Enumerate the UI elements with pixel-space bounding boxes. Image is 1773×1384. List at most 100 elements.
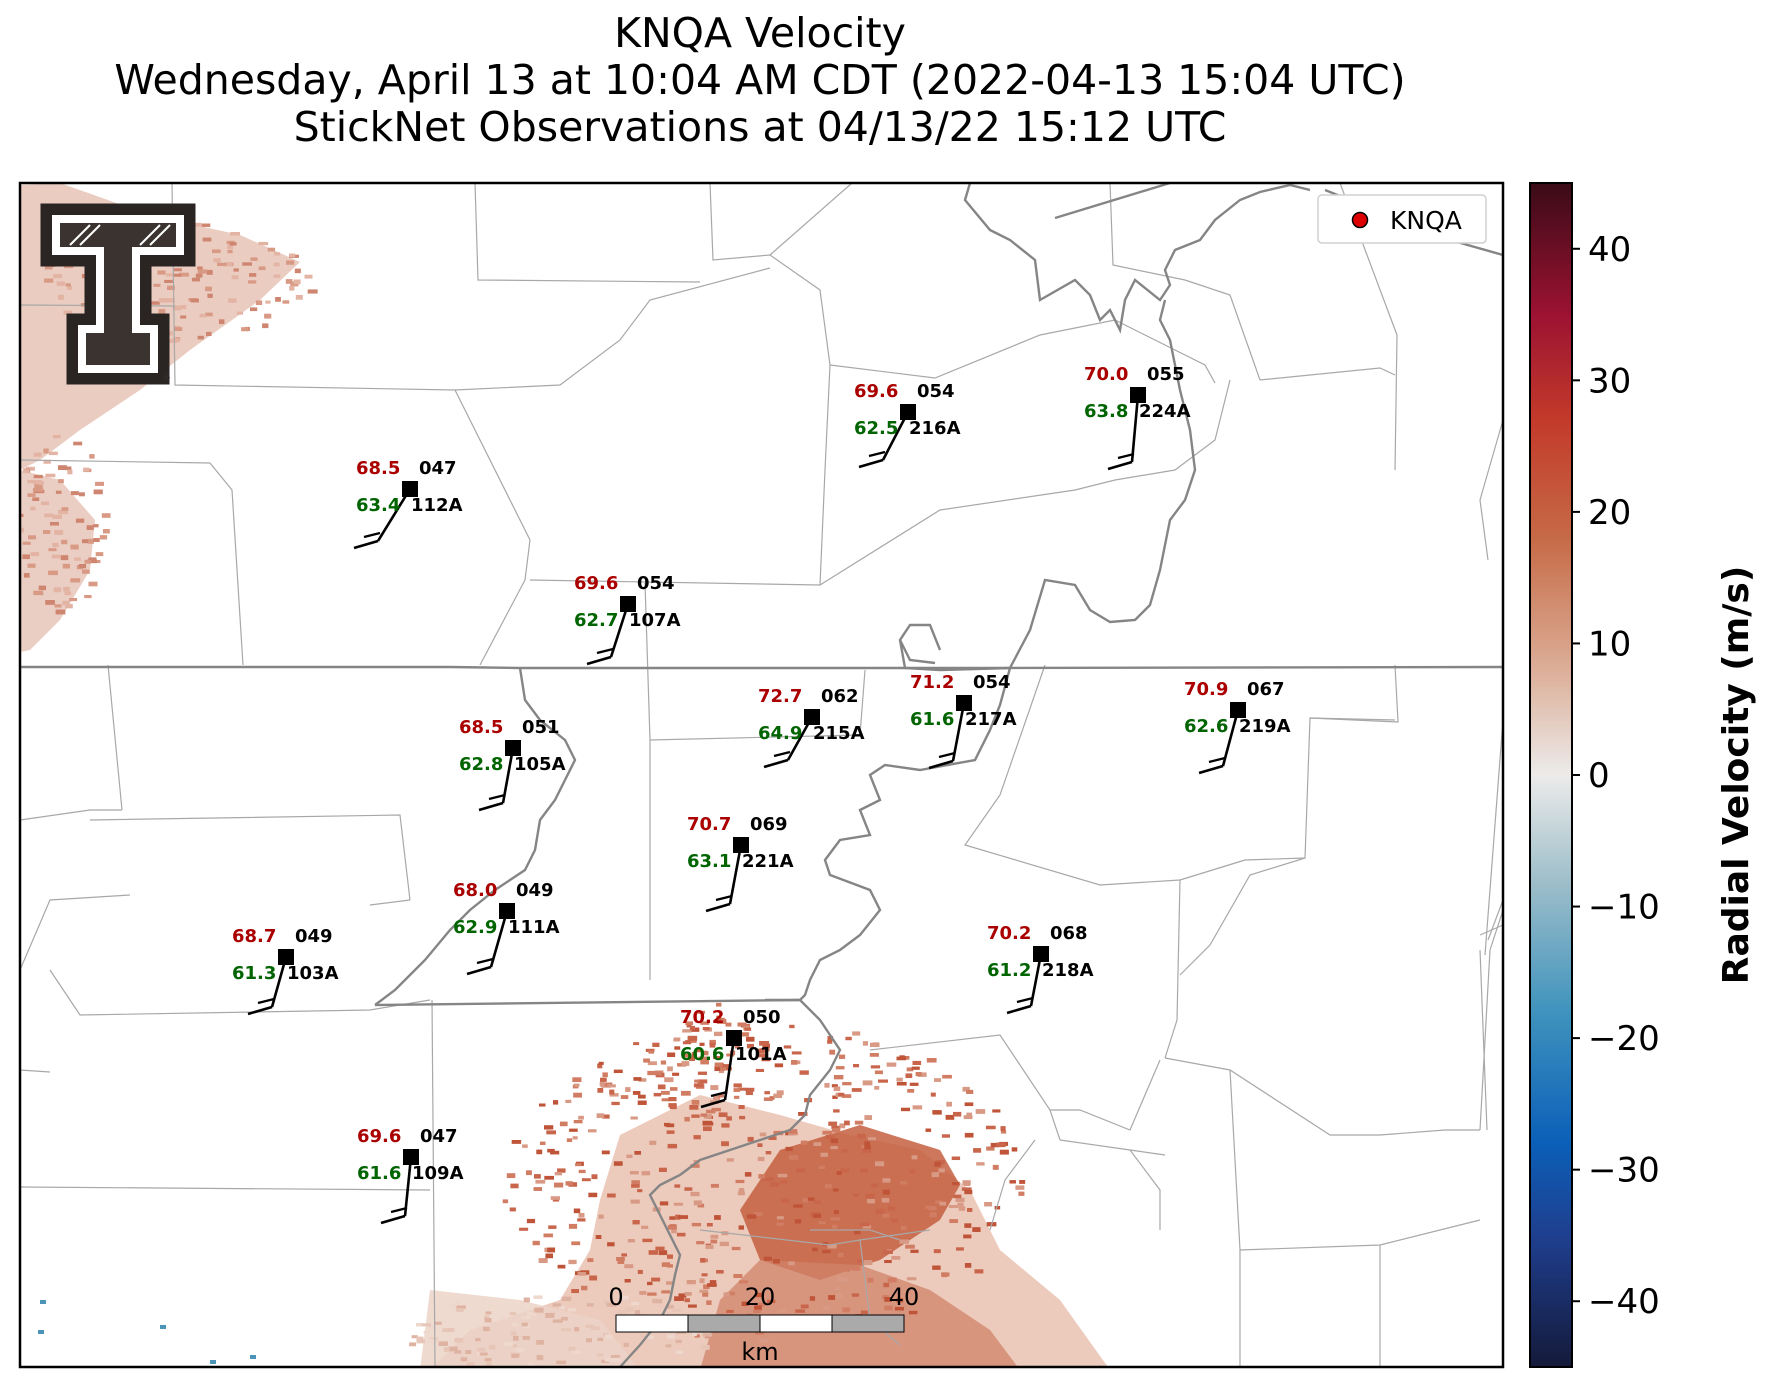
station-215A: 72.7 062 64.9 215A [758, 686, 865, 769]
station-id: 224A [1139, 401, 1191, 422]
echo-south-light [420, 1290, 638, 1367]
station-marker-icon [1033, 946, 1049, 962]
texas-tech-logo: ® [40, 203, 196, 385]
station-wind-direction: 054 [917, 381, 955, 402]
station-id: 107A [629, 610, 681, 631]
station-dewpoint: 62.6 [1184, 716, 1228, 737]
echo-nw-lower [20, 470, 95, 652]
station-marker-icon [726, 1030, 742, 1046]
wind-barb-staff [403, 1156, 413, 1217]
station-id: 215A [813, 723, 865, 744]
sticknet-stations: 68.5 047 63.4 112A 69.6 054 62.5 216A 70.0 055 63.… [232, 364, 1291, 1225]
station-dewpoint: 62.5 [854, 418, 898, 439]
station-wind-direction: 062 [821, 686, 859, 707]
colorbar: 40 30 20 10 0 −10 −20 −30 −40 Radial Velocity (m… [1529, 182, 1757, 1368]
wind-barb-flag [710, 1090, 728, 1098]
wind-barb-flag [858, 458, 884, 469]
station-temperature: 68.0 [453, 880, 497, 901]
scale-label-40: 40 [889, 1283, 920, 1311]
registered-mark: ® [162, 374, 171, 384]
station-wind-direction: 054 [973, 672, 1011, 693]
county-lines [20, 183, 1503, 1367]
station-temperature: 70.2 [680, 1007, 724, 1028]
station-dewpoint: 62.7 [574, 610, 618, 631]
wind-barb-staff [489, 910, 509, 968]
wind-barb-flag [1117, 452, 1135, 460]
colorbar-tick-label: 20 [1588, 493, 1631, 533]
station-dewpoint: 63.4 [356, 495, 400, 516]
wind-barb-flag [928, 759, 954, 770]
wind-barb-flag [763, 758, 789, 769]
echo-speckles [20, 222, 1026, 1367]
wind-barb-flag [1208, 756, 1226, 764]
title-line-1: KNQA Velocity [614, 9, 906, 57]
station-id: 218A [1042, 960, 1094, 981]
station-216A: 69.6 054 62.5 216A [854, 381, 961, 469]
wind-barb-staff [501, 747, 515, 804]
station-marker-icon [900, 404, 916, 420]
station-temperature: 72.7 [758, 686, 802, 707]
wind-barb-staff [1221, 709, 1240, 767]
station-id: 216A [909, 418, 961, 439]
state-lines [20, 183, 1503, 1367]
wind-barb-flag [466, 965, 492, 976]
wind-barb-flag [488, 793, 506, 801]
station-101A: 70.2 050 60.6 101A [680, 1007, 787, 1109]
station-107A: 69.6 054 62.7 107A [574, 573, 681, 666]
station-id: 103A [287, 963, 339, 984]
station-dewpoint: 62.8 [459, 754, 503, 775]
scale-unit: km [741, 1338, 778, 1366]
station-marker-icon [804, 709, 820, 725]
colorbar-ticks: 40 30 20 10 0 −10 −20 −30 −40 [1572, 230, 1660, 1322]
wind-barb-flag [586, 655, 612, 666]
station-wind-direction: 050 [743, 1007, 781, 1028]
wind-barb-flag [1016, 996, 1034, 1004]
wind-barb-flag [773, 750, 791, 758]
station-temperature: 69.6 [854, 381, 898, 402]
station-marker-icon [403, 1149, 419, 1165]
station-wind-direction: 049 [516, 880, 554, 901]
legend-box [1317, 194, 1487, 244]
station-dewpoint: 61.3 [232, 963, 276, 984]
station-dewpoint: 62.9 [453, 917, 497, 938]
wind-barb-flag [596, 647, 614, 655]
radar-site-marker-icon [1351, 211, 1369, 229]
title-line-2: Wednesday, April 13 at 10:04 AM CDT (202… [114, 56, 1406, 104]
scale-label-20: 20 [745, 1283, 776, 1311]
station-id: 112A [411, 495, 463, 516]
station-wind-direction: 067 [1247, 679, 1285, 700]
station-dewpoint: 63.8 [1084, 401, 1128, 422]
wind-barb-flag [700, 1098, 726, 1109]
wind-barb-flag [705, 902, 731, 913]
station-219A: 70.9 067 62.6 219A [1184, 679, 1291, 775]
wind-barb-staff [728, 844, 743, 905]
wind-barb-flag [1006, 1004, 1032, 1015]
station-temperature: 68.5 [459, 717, 503, 738]
station-temperature: 69.6 [574, 573, 618, 594]
wind-barb-flag [380, 1214, 406, 1225]
colorbar-tick-label: 40 [1588, 230, 1631, 270]
colorbar-tick-label: −20 [1588, 1019, 1660, 1059]
scale-bar: 0 20 40 km [608, 1283, 919, 1366]
station-112A: 68.5 047 63.4 112A [353, 458, 463, 550]
wind-barb-flag [868, 450, 886, 458]
scale-label-0: 0 [608, 1283, 623, 1311]
station-id: 219A [1239, 716, 1291, 737]
station-dewpoint: 64.9 [758, 723, 802, 744]
station-marker-icon [733, 837, 749, 853]
station-224A: 70.0 055 63.8 224A [1084, 364, 1191, 471]
title-line-3: StickNet Observations at 04/13/22 15:12 … [293, 103, 1227, 151]
wind-barb-flag [715, 894, 733, 902]
wind-barb-flag [476, 957, 494, 965]
station-marker-icon [402, 481, 418, 497]
wind-barb-flag [1198, 764, 1224, 775]
wind-barb-staff [1130, 394, 1140, 463]
station-temperature: 70.9 [1184, 679, 1228, 700]
colorbar-bar [1529, 182, 1573, 1368]
wind-barb-flag [1107, 460, 1133, 471]
station-wind-direction: 055 [1147, 364, 1185, 385]
wind-barb-flag [363, 531, 381, 539]
station-dewpoint: 60.6 [680, 1044, 724, 1065]
station-temperature: 68.7 [232, 926, 276, 947]
